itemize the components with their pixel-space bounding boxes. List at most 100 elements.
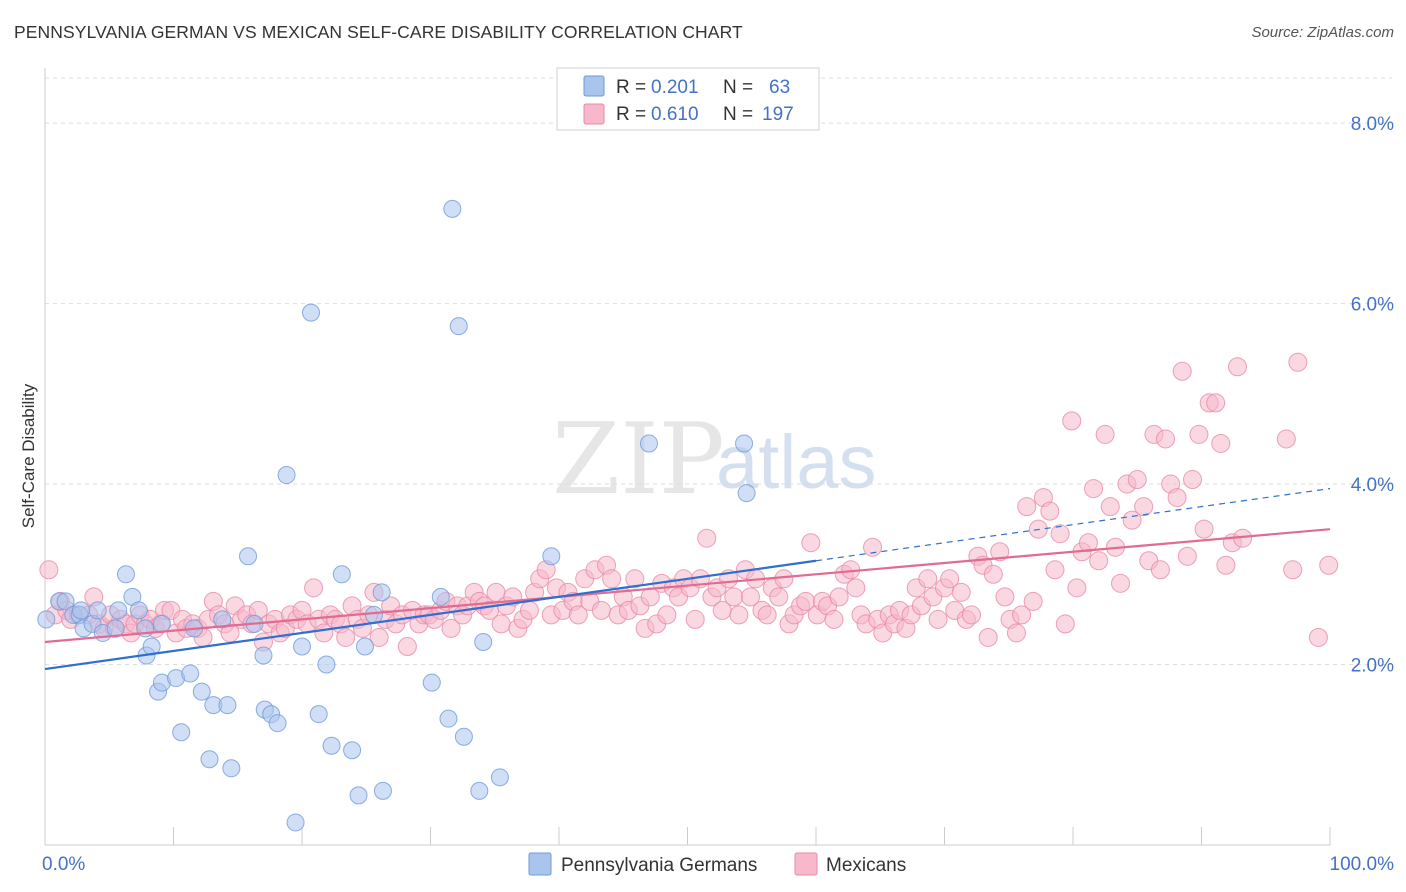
watermark: ZIP atlas [552, 403, 877, 517]
pennsylvania-germans-point [309, 705, 328, 724]
mexicans-point [774, 569, 794, 589]
pennsylvania-germans-point [181, 664, 200, 683]
bottom-legend-label-2: Mexicans [826, 855, 906, 876]
mexicans-point [1308, 627, 1328, 647]
mexicans-point [369, 627, 389, 647]
bottom-legend: Pennsylvania Germans Mexicans [528, 852, 906, 876]
pennsylvania-germans-point [737, 484, 756, 503]
mexicans-point [995, 587, 1015, 607]
pennsylvania-germans-point [109, 601, 128, 620]
mexicans-point [491, 614, 511, 634]
pennsylvania-germans-point [443, 199, 462, 218]
pennsylvania-germans-point [254, 646, 273, 665]
pennsylvania-germans-point [71, 601, 90, 620]
mexicans-point [1172, 361, 1192, 381]
mexicans-point [1288, 352, 1308, 372]
mexicans-point [961, 605, 981, 625]
mexicans-point [1055, 614, 1075, 634]
mexicans-point [1067, 578, 1087, 598]
legend-box: R = 0.201 N = 63 R = 0.610 N = 197 [556, 67, 820, 131]
pennsylvania-germans-point [200, 750, 219, 769]
mexicans-point [1127, 470, 1147, 490]
mexicans-point [1111, 573, 1131, 593]
mexicans-point [769, 587, 789, 607]
pennsylvania-germans-point [268, 714, 287, 733]
legend-n-value-1: 63 [769, 77, 790, 98]
y-tick-label: 6.0% [1351, 295, 1394, 316]
legend-r-value-1: 0.201 [651, 77, 699, 98]
mexicans-point [1194, 519, 1214, 539]
mexicans-point [1189, 424, 1209, 444]
mexicans-point [1183, 470, 1203, 490]
x-tick-label-max: 100.0% [1330, 854, 1395, 875]
mexicans-point [568, 605, 588, 625]
mexicans-point [1211, 433, 1231, 453]
mexicans-point [729, 605, 749, 625]
mexicans-point [1156, 429, 1176, 449]
chart-title: PENNSYLVANIA GERMAN VS MEXICAN SELF-CARE… [14, 22, 743, 42]
mexicans-point [983, 564, 1003, 584]
mexicans-point [591, 600, 611, 620]
mexicans-point [724, 587, 744, 607]
mexicans-point [1276, 429, 1296, 449]
pennsylvania-germans-point [192, 682, 211, 701]
mexicans-point [1216, 555, 1236, 575]
pennsylvania-germans-point [322, 736, 341, 755]
pennsylvania-germans-point [431, 587, 450, 606]
mexicans-point [1006, 623, 1026, 643]
mexicans-point [1134, 497, 1154, 517]
mexicans-point [1023, 591, 1043, 611]
pennsylvania-germans-point [422, 673, 441, 692]
bottom-legend-swatch-pink [794, 852, 818, 876]
mexicans-trend-line [44, 528, 1331, 644]
y-axis-label: Self-Care Disability [19, 383, 38, 528]
mexicans-point [928, 609, 948, 629]
pennsylvania-germans-trend-extension [815, 487, 1331, 562]
mexicans-point [625, 569, 645, 589]
mexicans-point [978, 627, 998, 647]
mexicans-point [304, 578, 324, 598]
pennsylvania-germans-point [172, 723, 191, 742]
mexicans-point [1012, 605, 1032, 625]
pennsylvania-germans-points [37, 199, 756, 832]
bottom-legend-swatch-blue [528, 852, 552, 876]
pennsylvania-germans-point [277, 466, 296, 485]
mexicans-point [657, 605, 677, 625]
mexicans-point [1089, 551, 1109, 571]
pennsylvania-germans-point [37, 610, 56, 629]
watermark-zip: ZIP [552, 403, 725, 517]
pennsylvania-germans-point [343, 741, 362, 760]
mexicans-point [1062, 411, 1082, 431]
pennsylvania-germans-point [213, 610, 232, 629]
mexicans-point [1167, 488, 1187, 508]
legend-swatch-blue [583, 75, 605, 97]
mexicans-point [801, 533, 821, 553]
mexicans-point [1078, 533, 1098, 553]
mexicans-point [863, 537, 883, 557]
pennsylvania-germans-point [474, 632, 493, 651]
pennsylvania-germans-point [542, 547, 561, 566]
mexicans-point [336, 627, 356, 647]
mexicans-point [697, 528, 717, 548]
pennsylvania-germans-point [222, 759, 241, 778]
pennsylvania-germans-point [364, 605, 383, 624]
mexicans-point [846, 578, 866, 598]
pennsylvania-germans-point [490, 768, 509, 787]
pennsylvania-germans-point [317, 655, 336, 674]
mexicans-point [1319, 555, 1339, 575]
pennsylvania-germans-point [286, 813, 305, 832]
pennsylvania-germans-point [439, 709, 458, 728]
mexicans-point [1040, 501, 1060, 521]
pennsylvania-germans-point [106, 619, 125, 638]
mexicans-point [1050, 524, 1070, 544]
pennsylvania-germans-point [152, 614, 171, 633]
mexicans-point [1177, 546, 1197, 566]
y-tick-label: 2.0% [1351, 656, 1394, 677]
pennsylvania-germans-point [239, 547, 258, 566]
mexicans-point [397, 636, 417, 656]
pennsylvania-germans-point [355, 637, 374, 656]
mexicans-point [1227, 357, 1247, 377]
mexicans-point [1017, 497, 1037, 517]
legend-r-value-2: 0.610 [651, 104, 699, 125]
